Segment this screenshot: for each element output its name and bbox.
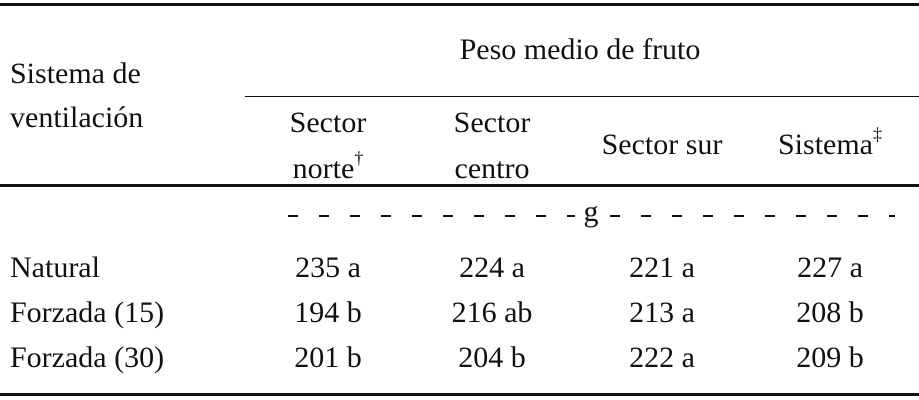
cell: 235 a [295, 251, 361, 284]
column-header: Sistema‡ [745, 122, 915, 168]
column-header: Sector centro [437, 100, 547, 192]
column-header: Sector norte† [273, 100, 383, 192]
cell: 224 a [459, 251, 525, 284]
row-header: Sistema de ventilación [10, 57, 144, 134]
cell: 204 b [458, 341, 526, 374]
column-header-text: Sector sur [601, 128, 723, 161]
row-label: Forzada (30) [10, 341, 165, 374]
cell: 209 b [796, 341, 864, 374]
column-header-text: Sector centro [453, 106, 531, 185]
footnote-mark: ‡ [873, 124, 882, 144]
cell: 221 a [629, 251, 695, 284]
top-rule [0, 3, 919, 6]
group-header: Peso medio de fruto [459, 33, 701, 66]
footnote-mark: † [354, 148, 364, 168]
header-rule [0, 184, 919, 187]
cell: 194 b [294, 296, 362, 329]
column-header-text: Sector norte [289, 106, 367, 185]
bottom-rule [0, 393, 919, 396]
cell: 222 a [629, 341, 695, 374]
column-header-text: Sistema [778, 128, 873, 161]
cell: 213 a [629, 296, 695, 329]
cell: 208 b [796, 296, 864, 329]
cell: 201 b [294, 341, 362, 374]
cell: 216 ab [451, 296, 533, 329]
unit-label: g [583, 195, 599, 228]
row-label: Natural [10, 251, 100, 284]
row-label: Forzada (15) [10, 296, 165, 329]
column-header: Sector sur [577, 122, 747, 168]
group-rule [245, 96, 919, 97]
cell: 227 a [797, 251, 863, 284]
